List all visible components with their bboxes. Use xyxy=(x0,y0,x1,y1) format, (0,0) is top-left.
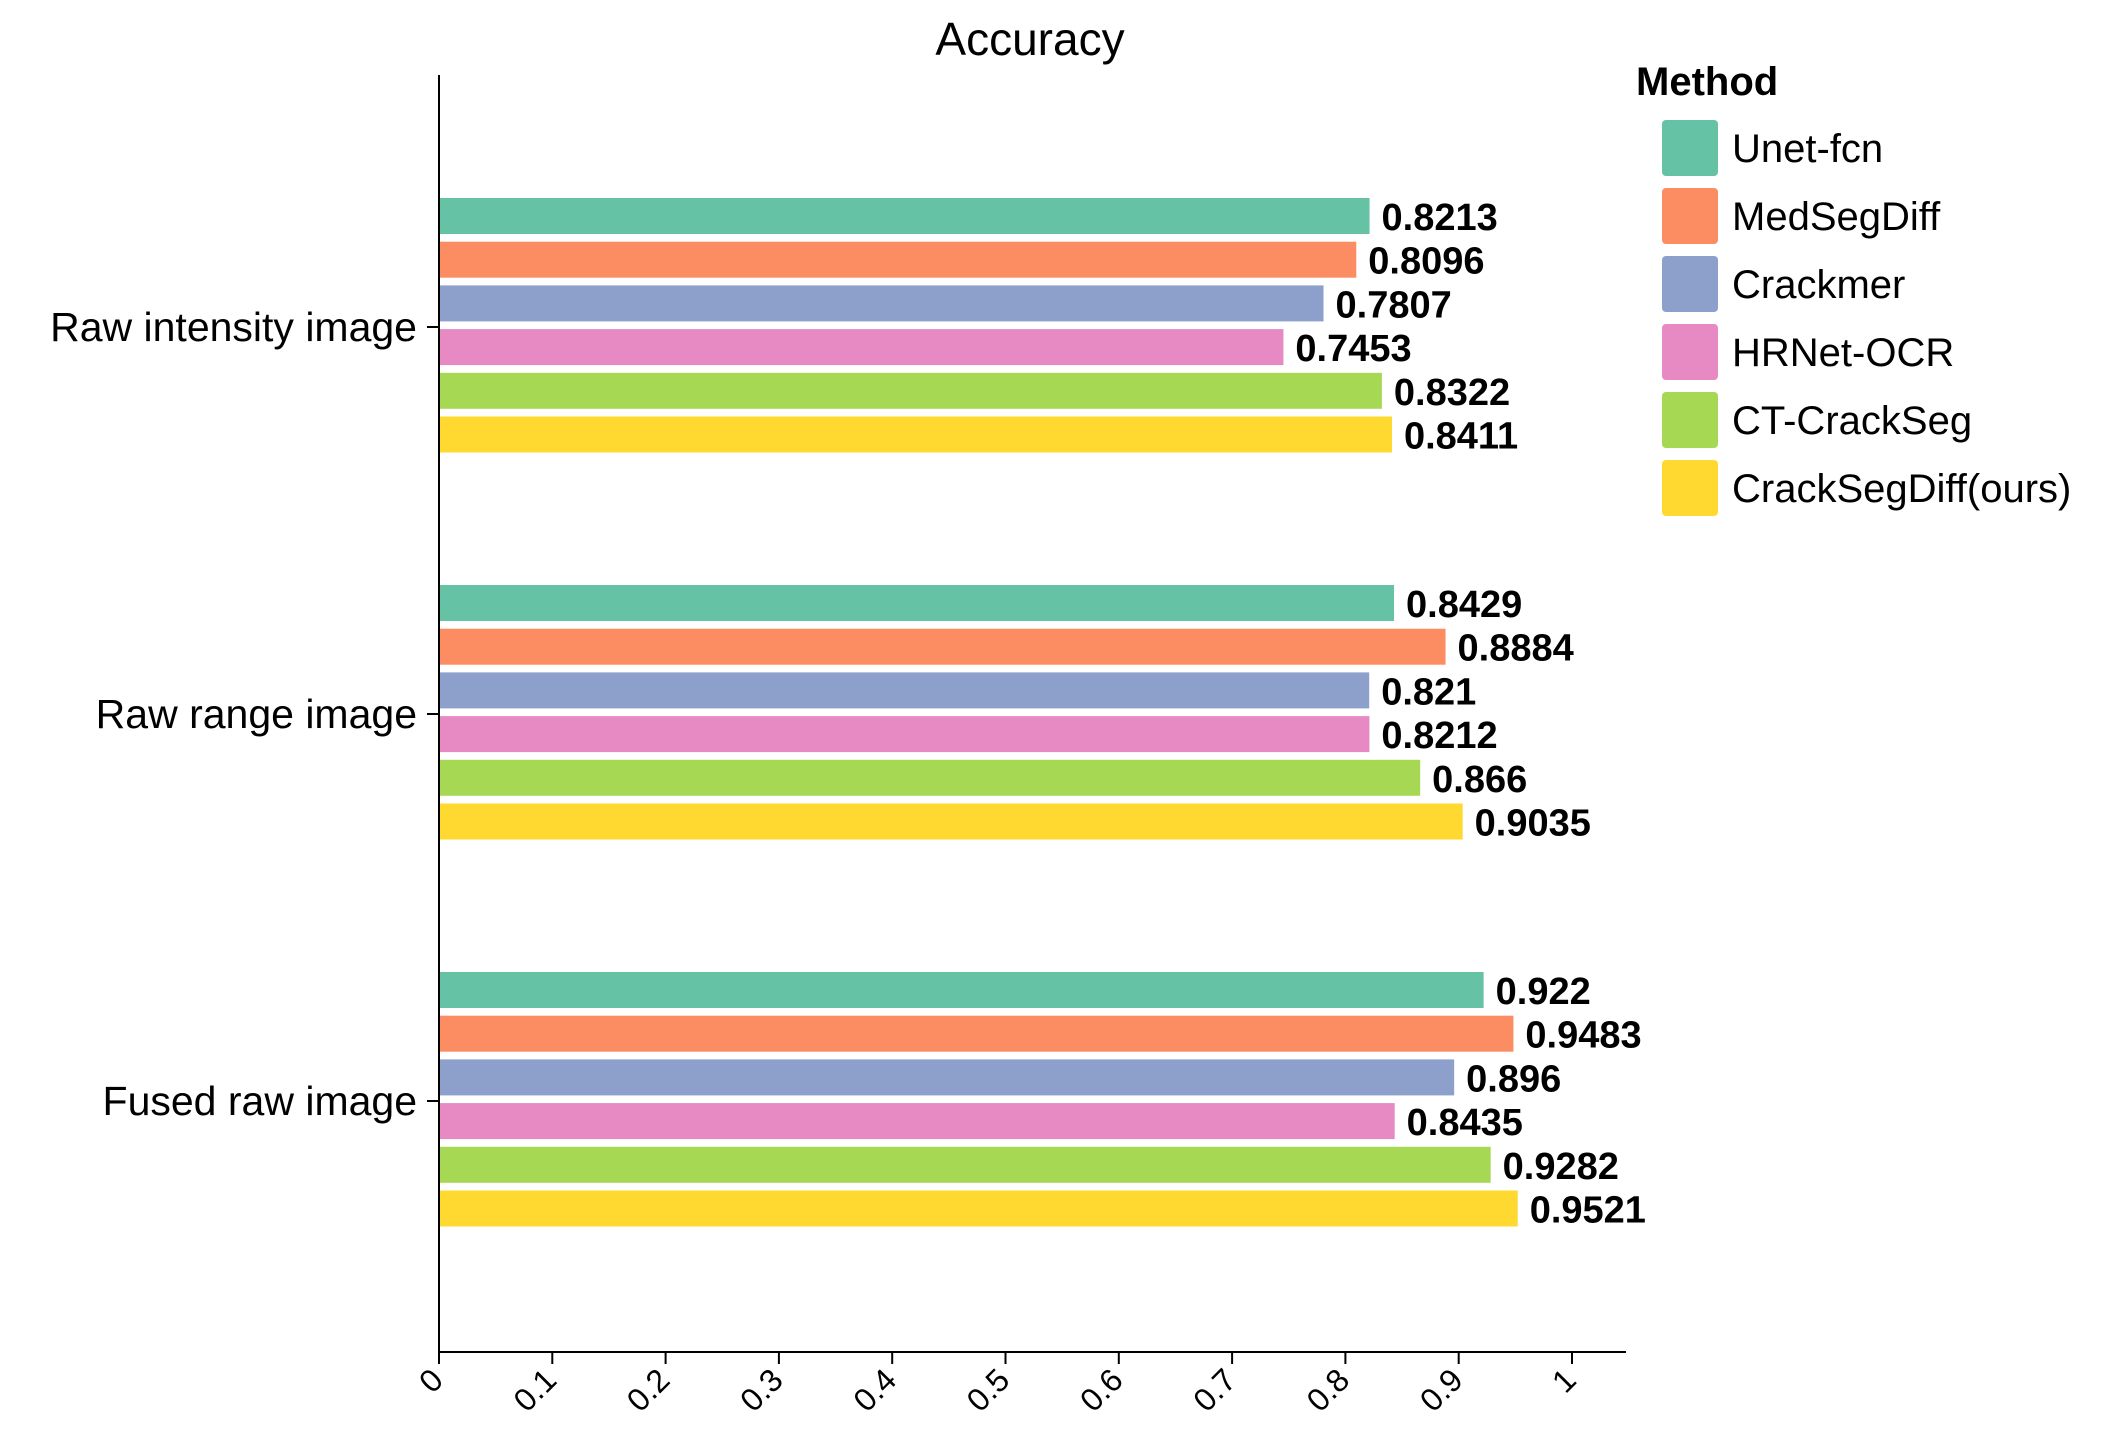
legend-label: HRNet-OCR xyxy=(1732,331,1954,375)
bar xyxy=(440,329,1284,366)
bar-value-label: 0.8096 xyxy=(1368,241,1484,283)
bar xyxy=(440,628,1446,665)
x-tick-label: 0.2 xyxy=(620,1361,677,1418)
category-label: Fused raw image xyxy=(103,1078,417,1124)
x-tick-label: 0.5 xyxy=(960,1361,1017,1418)
legend-label: Crackmer xyxy=(1732,263,1905,307)
bar-value-label: 0.8429 xyxy=(1406,584,1522,626)
bar xyxy=(440,241,1357,278)
bar xyxy=(440,198,1370,234)
bar-value-label: 0.9282 xyxy=(1503,1146,1619,1188)
x-tick-label: 0 xyxy=(412,1361,450,1399)
x-tick-label: 0.8 xyxy=(1299,1361,1356,1418)
bar-value-label: 0.9521 xyxy=(1530,1190,1646,1232)
x-tick-label: 1 xyxy=(1545,1361,1583,1399)
legend-label: Unet-fcn xyxy=(1732,127,1883,171)
bar xyxy=(440,972,1484,1008)
bar xyxy=(440,803,1463,840)
bar-value-label: 0.896 xyxy=(1466,1058,1561,1100)
bar xyxy=(440,759,1421,796)
legend-swatch xyxy=(1662,256,1718,312)
bar xyxy=(440,672,1370,709)
legend-swatch xyxy=(1662,392,1718,448)
x-tick-label: 0.4 xyxy=(846,1361,903,1418)
x-tick-label: 0.6 xyxy=(1073,1361,1130,1418)
bar-value-label: 0.922 xyxy=(1496,971,1591,1013)
x-tick-label: 0.3 xyxy=(733,1361,790,1418)
bar-value-label: 0.7807 xyxy=(1336,284,1452,326)
bar-value-label: 0.8884 xyxy=(1458,628,1574,670)
bar xyxy=(440,1103,1395,1140)
bar-value-label: 0.8212 xyxy=(1381,715,1497,757)
bar xyxy=(440,716,1370,753)
legend-title: Method xyxy=(1636,60,1778,104)
plot-area: 0 0.1 0.2 0.3 0.4 0.5 0.6 0.7 0.8 0.9 1 Raw intensi… xyxy=(50,75,1646,1418)
bar xyxy=(440,585,1395,621)
bar-value-label: 0.8411 xyxy=(1404,416,1518,458)
bar xyxy=(440,1146,1491,1183)
legend-swatch xyxy=(1662,120,1718,176)
bar xyxy=(440,1059,1455,1096)
x-tick-label: 0.1 xyxy=(506,1361,563,1418)
legend-label: CrackSegDiff(ours) xyxy=(1732,467,2071,511)
bar-value-label: 0.821 xyxy=(1381,671,1476,713)
chart-title: Accuracy xyxy=(935,13,1124,65)
bar xyxy=(440,416,1392,453)
x-tick-label: 0.9 xyxy=(1413,1361,1470,1418)
bar-value-label: 0.9035 xyxy=(1475,803,1591,845)
bar-value-label: 0.8322 xyxy=(1394,372,1510,414)
category-label: Raw range image xyxy=(96,691,417,737)
bar xyxy=(440,285,1324,322)
legend-swatch xyxy=(1662,324,1718,380)
bar xyxy=(440,372,1382,409)
legend: Method Unet-fcn MedSegDiff Crackmer HRNet-O… xyxy=(1636,60,2071,516)
legend-label: MedSegDiff xyxy=(1732,195,1941,239)
bar xyxy=(440,1015,1514,1052)
legend-swatch xyxy=(1662,460,1718,516)
legend-swatch xyxy=(1662,188,1718,244)
x-tick-label: 0.7 xyxy=(1186,1361,1243,1418)
legend-label: CT-CrackSeg xyxy=(1732,399,1972,443)
bar-value-label: 0.866 xyxy=(1432,759,1527,801)
bar-value-label: 0.8435 xyxy=(1407,1102,1523,1144)
category-label: Raw intensity image xyxy=(50,304,417,350)
bar-value-label: 0.7453 xyxy=(1295,328,1411,370)
bar xyxy=(440,1190,1518,1227)
bar-value-label: 0.9483 xyxy=(1525,1015,1641,1057)
bar-value-label: 0.8213 xyxy=(1382,197,1498,239)
